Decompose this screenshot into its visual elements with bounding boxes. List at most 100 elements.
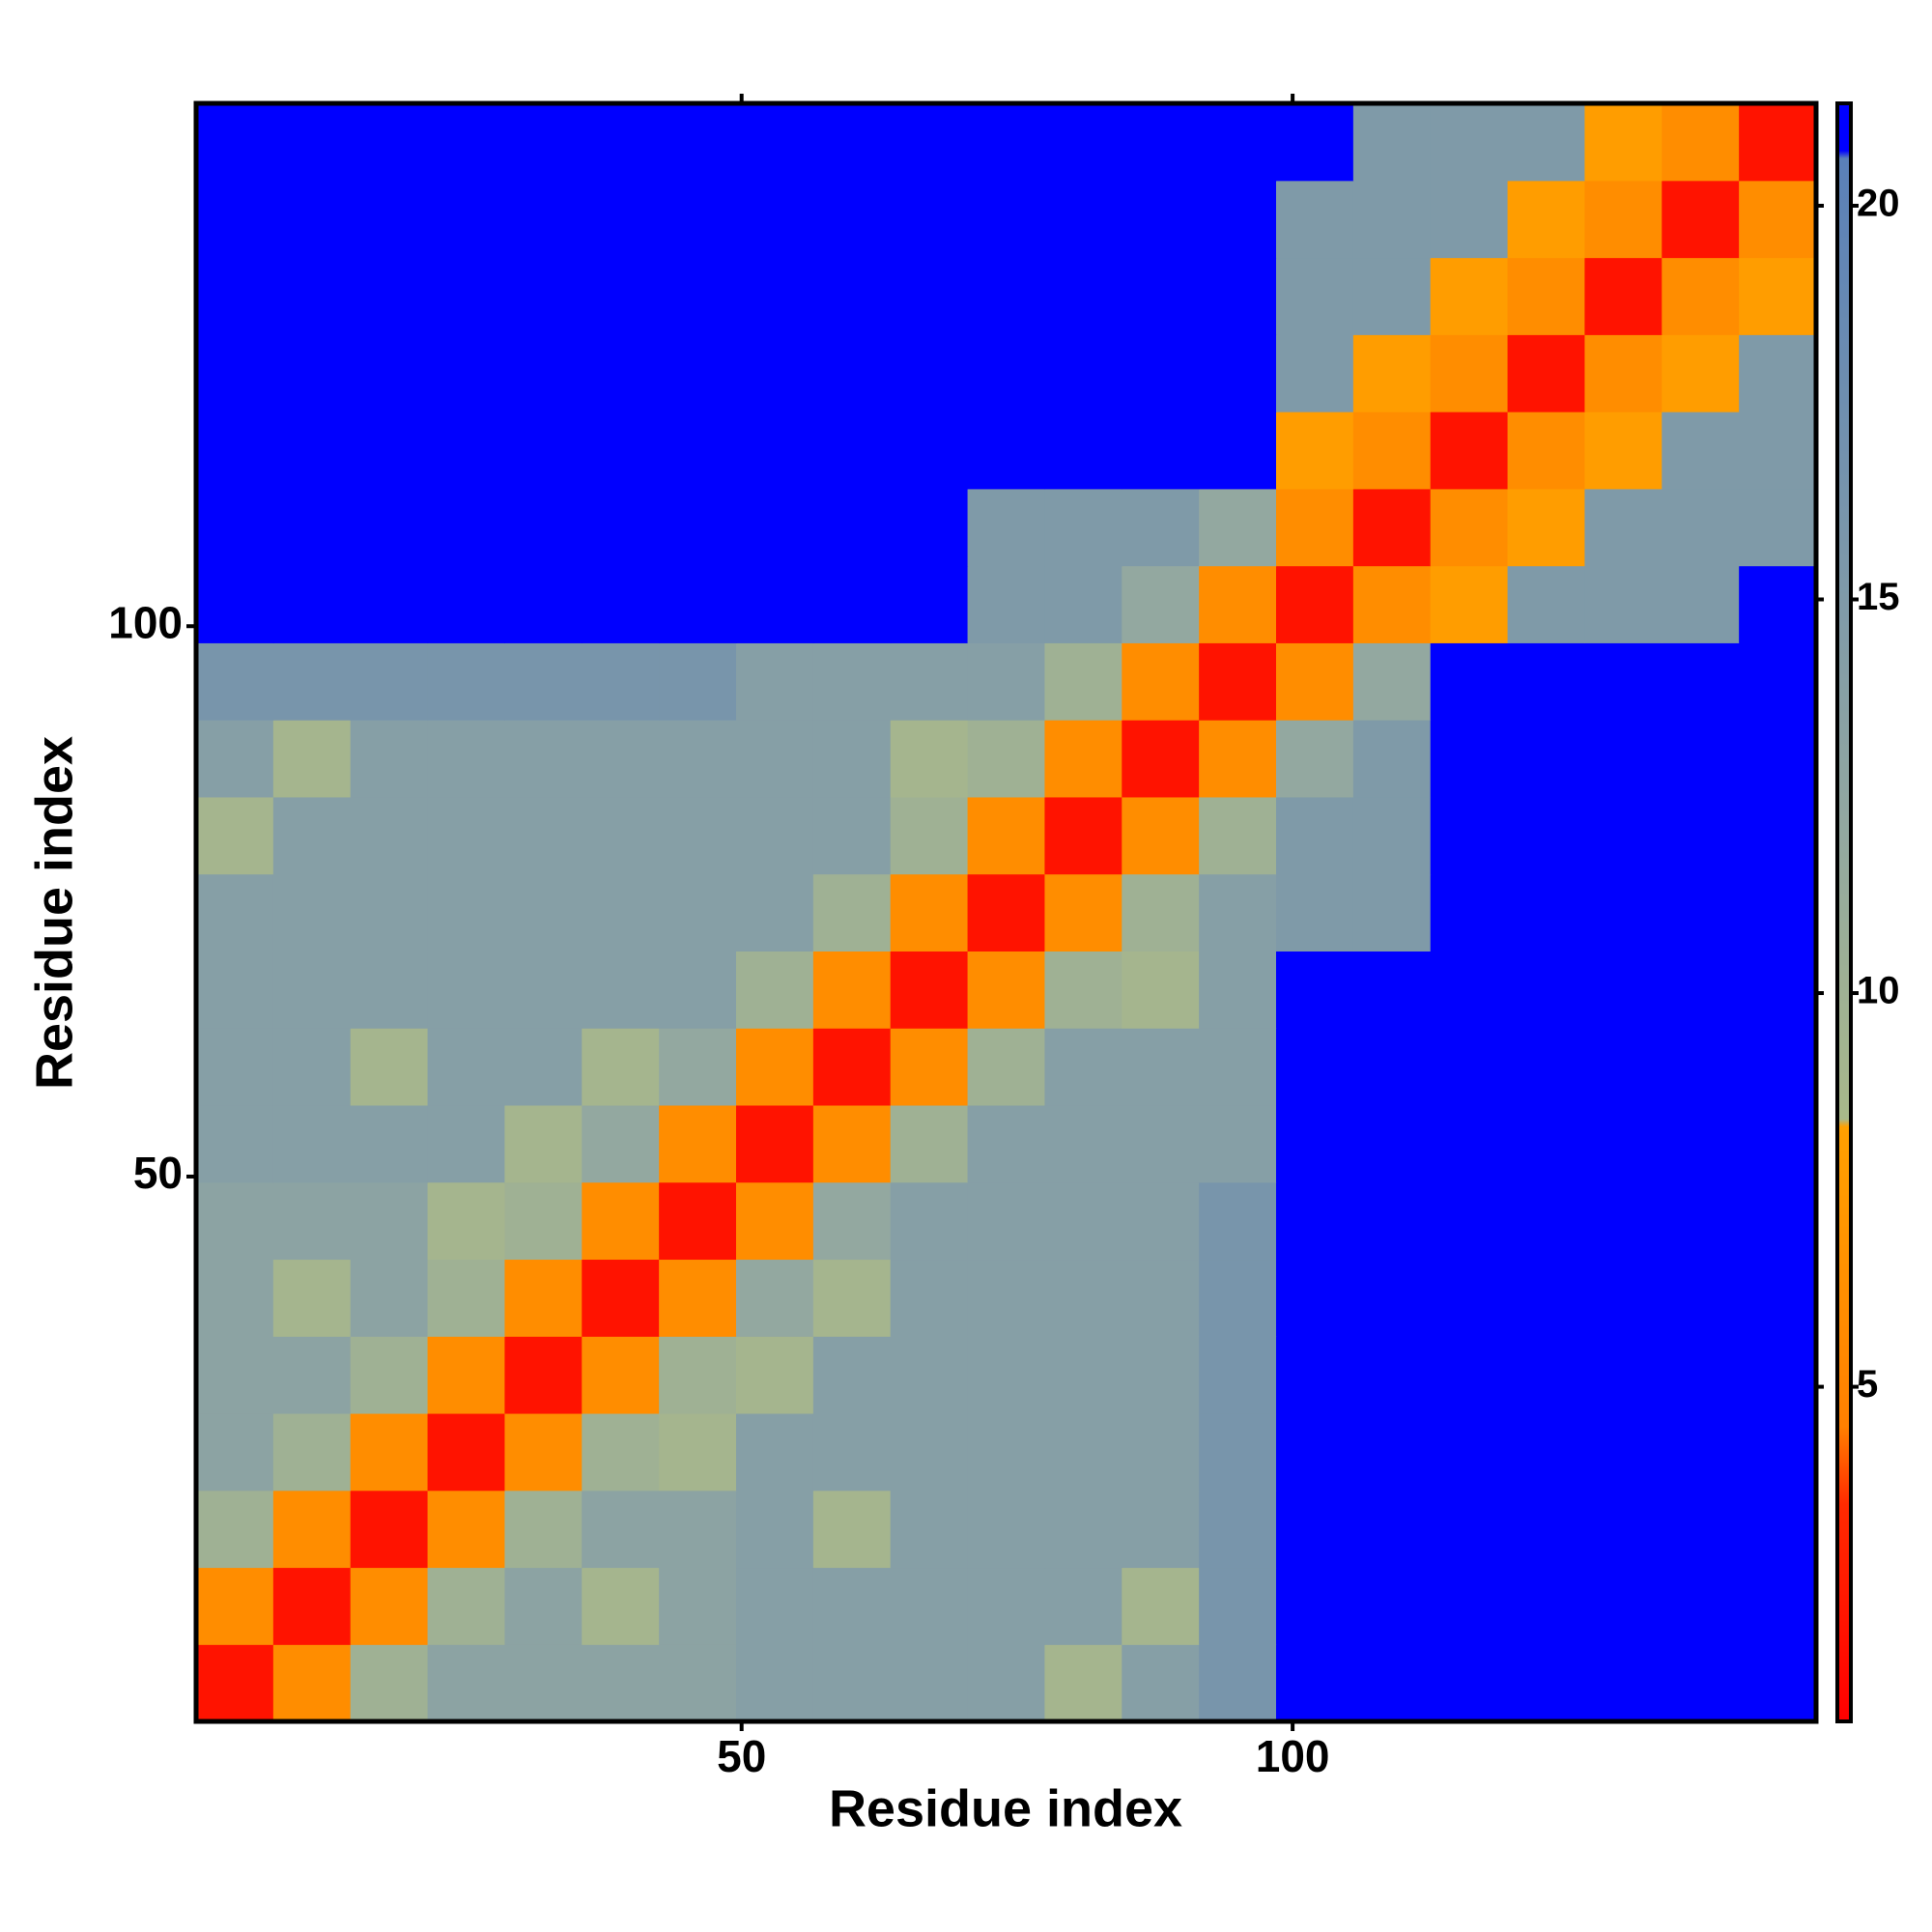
heatmap-cell bbox=[1352, 796, 1432, 875]
heatmap-cell bbox=[736, 796, 814, 875]
heatmap-cell bbox=[1662, 565, 1740, 643]
heatmap-cell bbox=[1122, 1259, 1200, 1337]
heatmap-cell bbox=[350, 1644, 429, 1722]
heatmap-cell bbox=[504, 873, 582, 952]
heatmap-cell bbox=[736, 412, 814, 490]
heatmap-cell bbox=[427, 1181, 506, 1261]
heatmap-cell bbox=[1739, 1181, 1817, 1261]
heatmap-cell bbox=[1276, 412, 1354, 490]
heatmap-cell bbox=[736, 103, 814, 182]
heatmap-cell bbox=[659, 1104, 737, 1183]
heatmap-cell bbox=[272, 1104, 352, 1183]
heatmap-cell bbox=[272, 1336, 352, 1414]
heatmap-cell bbox=[1122, 334, 1200, 412]
heatmap-cell bbox=[890, 796, 969, 875]
heatmap-cell bbox=[736, 951, 814, 1029]
heatmap-cell bbox=[1199, 103, 1277, 182]
heatmap-cell bbox=[427, 334, 506, 412]
heatmap-cell bbox=[504, 1490, 582, 1569]
colorbar bbox=[1835, 101, 1853, 1723]
heatmap-cell bbox=[967, 180, 1046, 259]
heatmap-cell bbox=[967, 488, 1046, 567]
heatmap-cell bbox=[659, 796, 737, 875]
heatmap-cell bbox=[196, 1490, 274, 1569]
heatmap-cell bbox=[1507, 1181, 1586, 1261]
heatmap-cell bbox=[1352, 1412, 1432, 1492]
heatmap-cell bbox=[196, 180, 274, 259]
heatmap-cell bbox=[967, 951, 1046, 1029]
heatmap-cell bbox=[659, 1181, 737, 1261]
heatmap-cell bbox=[504, 334, 582, 412]
heatmap-cell bbox=[1276, 1412, 1354, 1492]
heatmap-cell bbox=[196, 488, 274, 567]
heatmap-cell bbox=[659, 1259, 737, 1337]
heatmap-cell bbox=[890, 873, 969, 952]
heatmap-cell bbox=[504, 180, 582, 259]
heatmap-cell bbox=[1662, 1336, 1740, 1414]
heatmap-cell bbox=[890, 1412, 969, 1492]
heatmap-cell bbox=[1044, 257, 1122, 335]
heatmap-cell bbox=[582, 257, 660, 335]
heatmap-cell bbox=[350, 1181, 429, 1261]
heatmap-cell bbox=[967, 1567, 1046, 1645]
heatmap-cell bbox=[582, 1259, 660, 1337]
heatmap-cell bbox=[196, 1028, 274, 1106]
heatmap-cell bbox=[1352, 1181, 1432, 1261]
heatmap-cell bbox=[659, 720, 737, 798]
heatmap-cell bbox=[1276, 1336, 1354, 1414]
heatmap-cell bbox=[1122, 412, 1200, 490]
heatmap-cell bbox=[659, 1336, 737, 1414]
heatmap-cell bbox=[504, 1336, 582, 1414]
heatmap-cell bbox=[350, 257, 429, 335]
heatmap-cell bbox=[1276, 1028, 1354, 1106]
heatmap-cell bbox=[736, 873, 814, 952]
heatmap-cell bbox=[1430, 1567, 1509, 1645]
heatmap-cell bbox=[504, 1412, 582, 1492]
heatmap-cell bbox=[504, 412, 582, 490]
heatmap-cell bbox=[272, 720, 352, 798]
heatmap-cell bbox=[1584, 1181, 1662, 1261]
x-tick-label: 100 bbox=[1256, 1731, 1330, 1781]
heatmap-cell bbox=[1430, 334, 1509, 412]
heatmap-cell bbox=[1507, 488, 1586, 567]
colorbar-tick-label: 20 bbox=[1857, 183, 1900, 225]
heatmap-cell bbox=[1122, 1336, 1200, 1414]
heatmap-cell bbox=[1662, 720, 1740, 798]
heatmap-cell bbox=[272, 412, 352, 490]
heatmap-cell bbox=[890, 1104, 969, 1183]
heatmap-cell bbox=[1662, 873, 1740, 952]
heatmap-cell bbox=[427, 565, 506, 643]
heatmap-cell bbox=[427, 720, 506, 798]
heatmap-cell bbox=[272, 180, 352, 259]
heatmap-cell bbox=[1739, 412, 1817, 490]
heatmap-cell bbox=[890, 488, 969, 567]
heatmap-cell bbox=[890, 1259, 969, 1337]
heatmap-cell bbox=[582, 1412, 660, 1492]
heatmap-cell bbox=[582, 1181, 660, 1261]
heatmap-cell bbox=[659, 873, 737, 952]
heatmap-cell bbox=[736, 1412, 814, 1492]
heatmap-cell bbox=[504, 642, 582, 721]
heatmap-cell bbox=[1739, 1104, 1817, 1183]
heatmap-cell bbox=[1662, 334, 1740, 412]
heatmap-cell bbox=[427, 1336, 506, 1414]
heatmap-cell bbox=[1507, 796, 1586, 875]
heatmap-cell bbox=[1276, 873, 1354, 952]
heatmap-cell bbox=[1507, 1336, 1586, 1414]
heatmap-cell bbox=[196, 257, 274, 335]
heatmap-cell bbox=[736, 1490, 814, 1569]
heatmap-cell bbox=[1276, 1490, 1354, 1569]
heatmap-cell bbox=[1276, 1181, 1354, 1261]
heatmap-cell bbox=[1122, 1490, 1200, 1569]
heatmap-cell bbox=[659, 565, 737, 643]
heatmap-cell bbox=[504, 1644, 582, 1722]
heatmap-cell bbox=[890, 1644, 969, 1722]
heatmap-cell bbox=[1739, 180, 1817, 259]
heatmap-cell bbox=[1276, 1259, 1354, 1337]
heatmap-cell bbox=[1430, 488, 1509, 567]
heatmap-cell bbox=[504, 257, 582, 335]
heatmap-cell bbox=[1122, 1644, 1200, 1722]
heatmap-cell bbox=[1739, 1259, 1817, 1337]
heatmap-cell bbox=[1584, 796, 1662, 875]
heatmap-cell bbox=[272, 257, 352, 335]
